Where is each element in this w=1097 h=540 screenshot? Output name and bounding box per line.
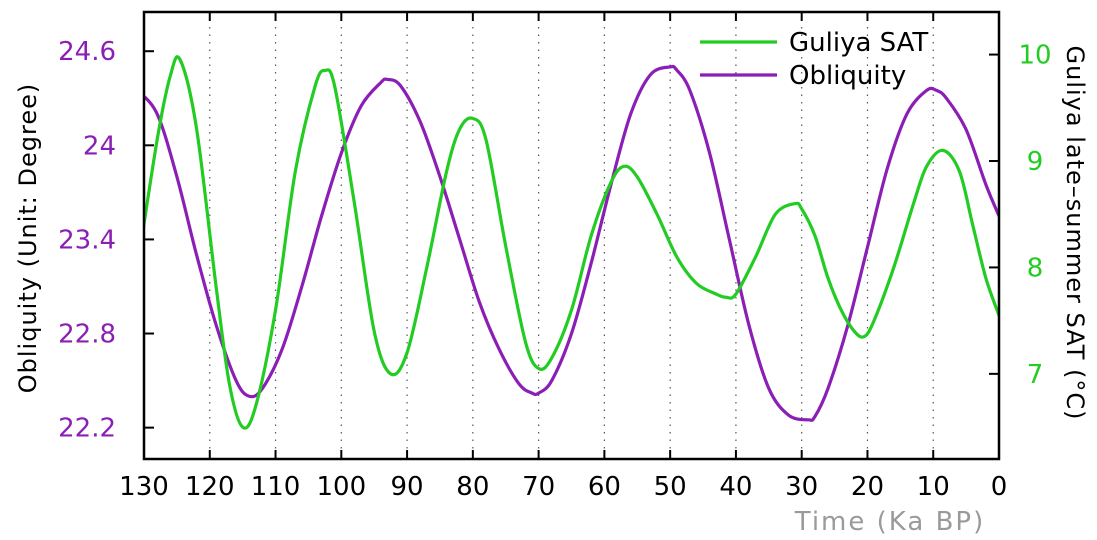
- y-right-tick-label: 9: [1027, 147, 1044, 177]
- x-tick-label: 50: [654, 472, 687, 502]
- x-tick-label: 0: [991, 472, 1008, 502]
- y-left-tick-label: 22.2: [58, 414, 116, 444]
- y-right-tick-label: 10: [1018, 41, 1051, 71]
- y-left-tick-label: 24.6: [58, 37, 116, 67]
- series-line-guliya-sat: [144, 55, 999, 430]
- y-left-tick-label: 22.8: [58, 320, 116, 350]
- x-tick-label: 40: [719, 472, 752, 502]
- x-tick-label: 120: [185, 472, 235, 502]
- x-tick-label: 70: [522, 472, 555, 502]
- x-axis-title: Time (Ka BP): [794, 507, 986, 537]
- x-tick-label: 60: [588, 472, 621, 502]
- x-tick-label: 30: [785, 472, 818, 502]
- tick-layer: 130 120 110 100 90 80 70 60 50 40 30 20 10 022.222.82…: [58, 12, 1052, 502]
- y-right-axis-title: Guliya late–summer SAT (°C): [1061, 46, 1089, 421]
- x-tick-label: 110: [251, 472, 301, 502]
- x-tick-label: 10: [917, 472, 950, 502]
- y-left-tick-label: 23.4: [58, 225, 116, 255]
- x-tick-label: 20: [851, 472, 884, 502]
- x-tick-label: 80: [456, 472, 489, 502]
- x-tick-label: 90: [391, 472, 424, 502]
- y-right-tick-label: 8: [1027, 253, 1044, 283]
- x-tick-label: 130: [119, 472, 169, 502]
- series-layer: [144, 55, 999, 430]
- y-left-axis-title: Obliquity (Unit: Degree): [14, 83, 42, 393]
- y-right-tick-label: 7: [1027, 360, 1044, 390]
- series-line-obliquity: [144, 64, 999, 422]
- plot-frame: [142, 10, 1001, 461]
- x-tick-label: 100: [316, 472, 366, 502]
- y-left-tick-label: 24: [83, 131, 116, 161]
- legend-label: Guliya SAT: [789, 28, 928, 58]
- legend-label: Obliquity: [789, 61, 906, 91]
